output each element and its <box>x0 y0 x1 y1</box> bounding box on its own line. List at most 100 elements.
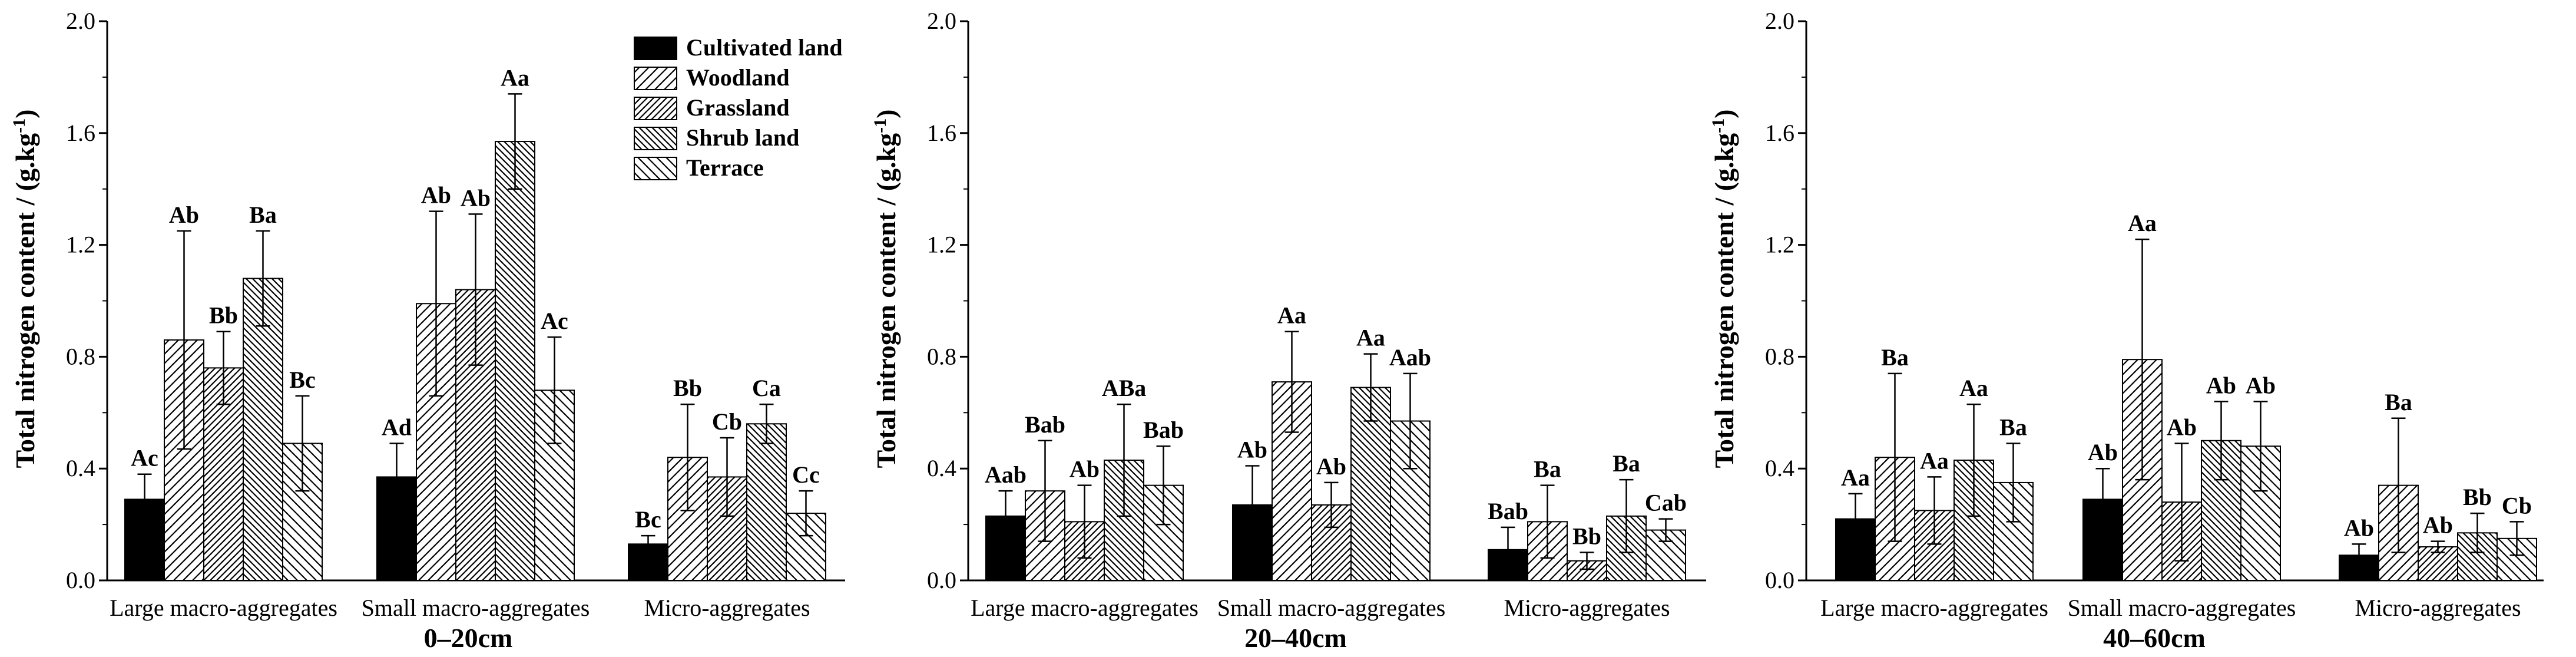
significance-letter: Bc <box>289 367 315 393</box>
y-tick-label: 1.2 <box>66 232 95 258</box>
significance-letter: Ab <box>2088 439 2118 465</box>
legend-label-woodland: Woodland <box>686 64 790 91</box>
panel-0-20cm: Total nitrogen content / (g.kg-1) 0–20cm… <box>9 8 845 653</box>
significance-letter: Ac <box>541 308 568 334</box>
x-category-label: Large macro-aggregates <box>1820 595 2048 621</box>
significance-letter: Ab <box>461 184 491 211</box>
y-tick-label: 0.8 <box>1765 343 1794 369</box>
significance-letter: Bab <box>1025 411 1065 438</box>
y-tick-label: 0.0 <box>1765 567 1794 593</box>
bar-shrub-land <box>243 278 283 582</box>
y-tick-label: 2.0 <box>927 8 956 34</box>
x-category-label: Micro-aggregates <box>1504 595 1670 621</box>
x-category-label: Micro-aggregates <box>644 595 810 621</box>
y-tick-label: 2.0 <box>1765 8 1794 34</box>
significance-letter: Ab <box>1237 436 1267 463</box>
significance-letter: Aab <box>1389 344 1431 371</box>
y-tick-label: 0.4 <box>1765 455 1794 481</box>
significance-letter: Ac <box>131 445 158 471</box>
significance-letter: Ba <box>249 202 277 228</box>
significance-letter: Ab <box>421 182 451 209</box>
panel-title: 20–40cm <box>1244 623 1347 653</box>
legend-swatch-cultivated-land <box>634 37 677 60</box>
bar-terrace <box>534 389 575 582</box>
y-axis-title: Total nitrogen content / (g.kg-1) <box>1708 110 1740 468</box>
significance-letter: Ab <box>2344 514 2374 541</box>
significance-letter: Ba <box>2385 389 2412 415</box>
significance-letter: Aa <box>2128 210 2157 236</box>
significance-letter: Ab <box>1316 453 1346 480</box>
y-tick-label: 2.0 <box>66 8 95 34</box>
bar-cultivated-land <box>2339 554 2379 581</box>
bar-woodland <box>164 339 204 581</box>
significance-letter: Cc <box>792 461 820 488</box>
y-tick-label: 1.6 <box>66 120 95 146</box>
significance-letter: Aab <box>985 461 1027 488</box>
significance-letter: Aa <box>1920 447 1949 474</box>
y-tick-label: 0.0 <box>66 567 95 593</box>
y-tick-label: 0.8 <box>927 343 956 369</box>
y-tick-label: 1.6 <box>1765 120 1794 146</box>
bar-terrace <box>1390 420 1431 581</box>
significance-letter: Ba <box>1534 456 1561 483</box>
bar-woodland <box>416 303 456 581</box>
legend-label-grassland: Grassland <box>686 94 790 121</box>
y-tick-label: 1.2 <box>1765 232 1794 258</box>
x-category-label: Small macro-aggregates <box>362 595 590 621</box>
significance-letter: Aa <box>1277 302 1306 329</box>
significance-letter: Aa <box>1959 375 1988 401</box>
significance-letter: Bb <box>673 375 702 401</box>
significance-letter: Bc <box>635 506 661 533</box>
significance-letter: Bb <box>2463 484 2492 510</box>
x-category-label: Small macro-aggregates <box>2068 595 2296 621</box>
bar-shrub-land <box>746 423 787 582</box>
y-tick-label: 1.2 <box>927 232 956 258</box>
significance-letter: Ab <box>2246 372 2276 398</box>
significance-letter: Ab <box>2167 414 2197 440</box>
significance-letter: Aa <box>501 64 529 91</box>
significance-letter: ABa <box>1102 375 1147 401</box>
legend-swatch-shrub-land <box>634 127 677 150</box>
legend-label-cultivated-land: Cultivated land <box>686 34 843 61</box>
significance-letter: Cab <box>1645 490 1687 516</box>
x-category-label: Large macro-aggregates <box>110 595 337 621</box>
panel-title: 0–20cm <box>424 623 513 653</box>
legend-swatch-woodland <box>634 67 677 90</box>
significance-letter: Bab <box>1143 417 1184 443</box>
x-category-label: Large macro-aggregates <box>971 595 1198 621</box>
significance-letter: Cb <box>712 408 742 435</box>
panel-title: 40–60cm <box>2103 623 2206 653</box>
significance-letter: Bb <box>1572 523 1601 550</box>
panel-20-40cm: Total nitrogen content / (g.kg-1) 20–40c… <box>870 8 1706 653</box>
x-category-label: Micro-aggregates <box>2355 595 2521 621</box>
y-tick-label: 0.0 <box>927 567 956 593</box>
significance-letter: Ab <box>169 202 199 228</box>
significance-letter: Ad <box>382 414 412 440</box>
significance-letter: Aa <box>1356 325 1385 351</box>
x-category-label: Small macro-aggregates <box>1217 595 1446 621</box>
significance-letter: Ca <box>752 375 781 401</box>
legend-swatch-terrace <box>634 157 677 180</box>
significance-letter: Ba <box>1881 344 1909 371</box>
significance-letter: Ab <box>1070 456 1100 483</box>
y-axis-title: Total nitrogen content / (g.kg-1) <box>9 110 41 468</box>
significance-letter: Ab <box>2423 512 2453 539</box>
legend-label-shrub-land: Shrub land <box>686 124 799 151</box>
legend-swatch-grassland <box>634 97 677 120</box>
y-tick-label: 0.4 <box>66 455 95 481</box>
legend: Cultivated land Woodland Grassland Shrub… <box>634 34 843 181</box>
y-axis-title: Total nitrogen content / (g.kg-1) <box>870 110 902 468</box>
y-tick-label: 0.4 <box>927 455 956 481</box>
significance-letter: Bab <box>1488 498 1528 524</box>
significance-letter: Ba <box>1613 450 1640 477</box>
significance-letter: Ba <box>1999 414 2027 440</box>
significance-letter: Cb <box>2502 492 2532 519</box>
y-tick-label: 0.8 <box>66 343 95 369</box>
bar-shrub-land <box>495 141 535 582</box>
legend-label-terrace: Terrace <box>686 154 764 181</box>
significance-letter: Bb <box>209 302 238 329</box>
significance-letter: Aa <box>1841 464 1870 491</box>
significance-letter: Ab <box>2206 372 2236 398</box>
panel-40-60cm: Total nitrogen content / (g.kg-1) 40–60c… <box>1708 8 2544 653</box>
